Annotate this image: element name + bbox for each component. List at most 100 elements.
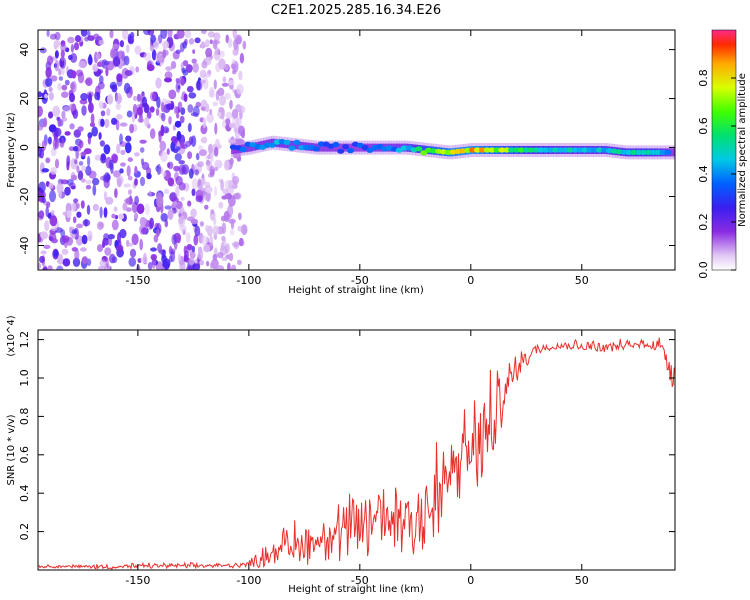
noise-blob <box>41 168 50 173</box>
noise-blob <box>194 169 199 176</box>
noise-blob <box>174 146 181 151</box>
noise-blob <box>197 248 204 260</box>
noise-blob <box>235 133 241 138</box>
noise-blob <box>237 225 243 232</box>
noise-blob <box>61 91 69 98</box>
snr-x-tick-label: 0 <box>467 574 474 587</box>
noise-blob <box>162 40 170 49</box>
snr-y-tick-label: 1.0 <box>18 369 31 387</box>
noise-blob <box>205 47 213 58</box>
track-core <box>239 146 247 152</box>
noise-blob <box>171 197 179 203</box>
noise-blob <box>109 253 116 264</box>
noise-blob <box>111 154 118 164</box>
noise-blob <box>199 149 207 157</box>
track-band <box>673 148 675 157</box>
noise-blob <box>75 69 84 77</box>
noise-blob <box>201 30 207 35</box>
noise-blob <box>38 262 42 269</box>
noise-blob <box>170 60 177 70</box>
noise-blob <box>160 151 168 163</box>
noise-blob <box>69 92 75 103</box>
noise-blob <box>50 209 55 216</box>
track-band <box>353 143 357 152</box>
noise-blob <box>155 108 160 116</box>
noise-blob <box>167 209 174 221</box>
noise-blob <box>136 93 141 102</box>
noise-blob <box>43 117 48 128</box>
noise-blob <box>180 141 185 149</box>
noise-blob <box>203 73 212 78</box>
noise-blob <box>165 128 169 133</box>
noise-blob <box>85 184 92 190</box>
noise-blob <box>51 238 58 244</box>
noise-blob <box>107 93 114 105</box>
noise-blob <box>205 103 210 113</box>
noise-blob <box>103 144 111 155</box>
noise-blob <box>110 48 116 59</box>
noise-blob <box>118 213 125 220</box>
noise-blob <box>106 174 111 181</box>
noise-blob <box>179 115 185 124</box>
noise-blob <box>38 181 46 193</box>
noise-blob <box>228 79 235 86</box>
noise-blob <box>99 206 103 219</box>
noise-blob <box>105 196 114 205</box>
noise-blob <box>212 101 218 107</box>
noise-blob <box>240 130 245 139</box>
noise-blob <box>236 156 242 162</box>
noise-blob <box>170 141 176 152</box>
track-core <box>586 147 594 153</box>
track-core <box>493 147 501 153</box>
noise-blob <box>44 220 50 232</box>
noise-blob <box>167 177 175 187</box>
track-core <box>283 139 291 145</box>
noise-blob <box>48 86 53 92</box>
noise-blob <box>76 144 82 152</box>
noise-blob <box>80 178 86 183</box>
noise-blob <box>115 114 123 120</box>
track-band <box>297 141 301 150</box>
noise-blob <box>205 186 213 194</box>
track-band <box>398 143 403 152</box>
noise-blob <box>78 60 86 68</box>
track-band <box>369 143 373 152</box>
noise-blob <box>236 36 242 45</box>
noise-blob <box>44 93 48 99</box>
noise-blob <box>40 191 46 200</box>
noise-blob <box>81 256 89 265</box>
noise-blob <box>182 60 189 67</box>
noise-blob <box>184 38 188 46</box>
noise-blob <box>215 90 220 101</box>
noise-blob <box>95 53 101 60</box>
noise-blob <box>140 158 145 166</box>
noise-blob <box>209 86 215 95</box>
noise-blob <box>200 41 205 49</box>
noise-blob <box>76 165 80 173</box>
track-core <box>483 147 491 153</box>
track-core <box>591 147 599 153</box>
noise-blob <box>234 123 239 128</box>
noise-blob <box>71 247 78 252</box>
noise-blob <box>125 142 132 154</box>
noise-blob <box>112 56 121 67</box>
noise-blob <box>241 224 248 236</box>
noise-blob <box>149 106 155 113</box>
noise-blob <box>57 82 62 91</box>
noise-blob <box>87 55 93 66</box>
snr-line <box>38 337 675 570</box>
noise-blob <box>115 244 124 252</box>
noise-blob <box>156 163 162 176</box>
noise-blob <box>85 179 92 185</box>
noise-blob <box>146 111 152 119</box>
noise-blob <box>187 104 194 113</box>
noise-blob <box>103 207 108 218</box>
noise-blob <box>229 157 234 165</box>
noise-blob <box>227 204 234 217</box>
noise-blob <box>191 178 199 190</box>
noise-blob <box>134 212 139 220</box>
track-core <box>537 147 545 153</box>
noise-blob <box>73 198 79 203</box>
noise-blob <box>134 152 140 157</box>
noise-blob <box>41 140 47 151</box>
